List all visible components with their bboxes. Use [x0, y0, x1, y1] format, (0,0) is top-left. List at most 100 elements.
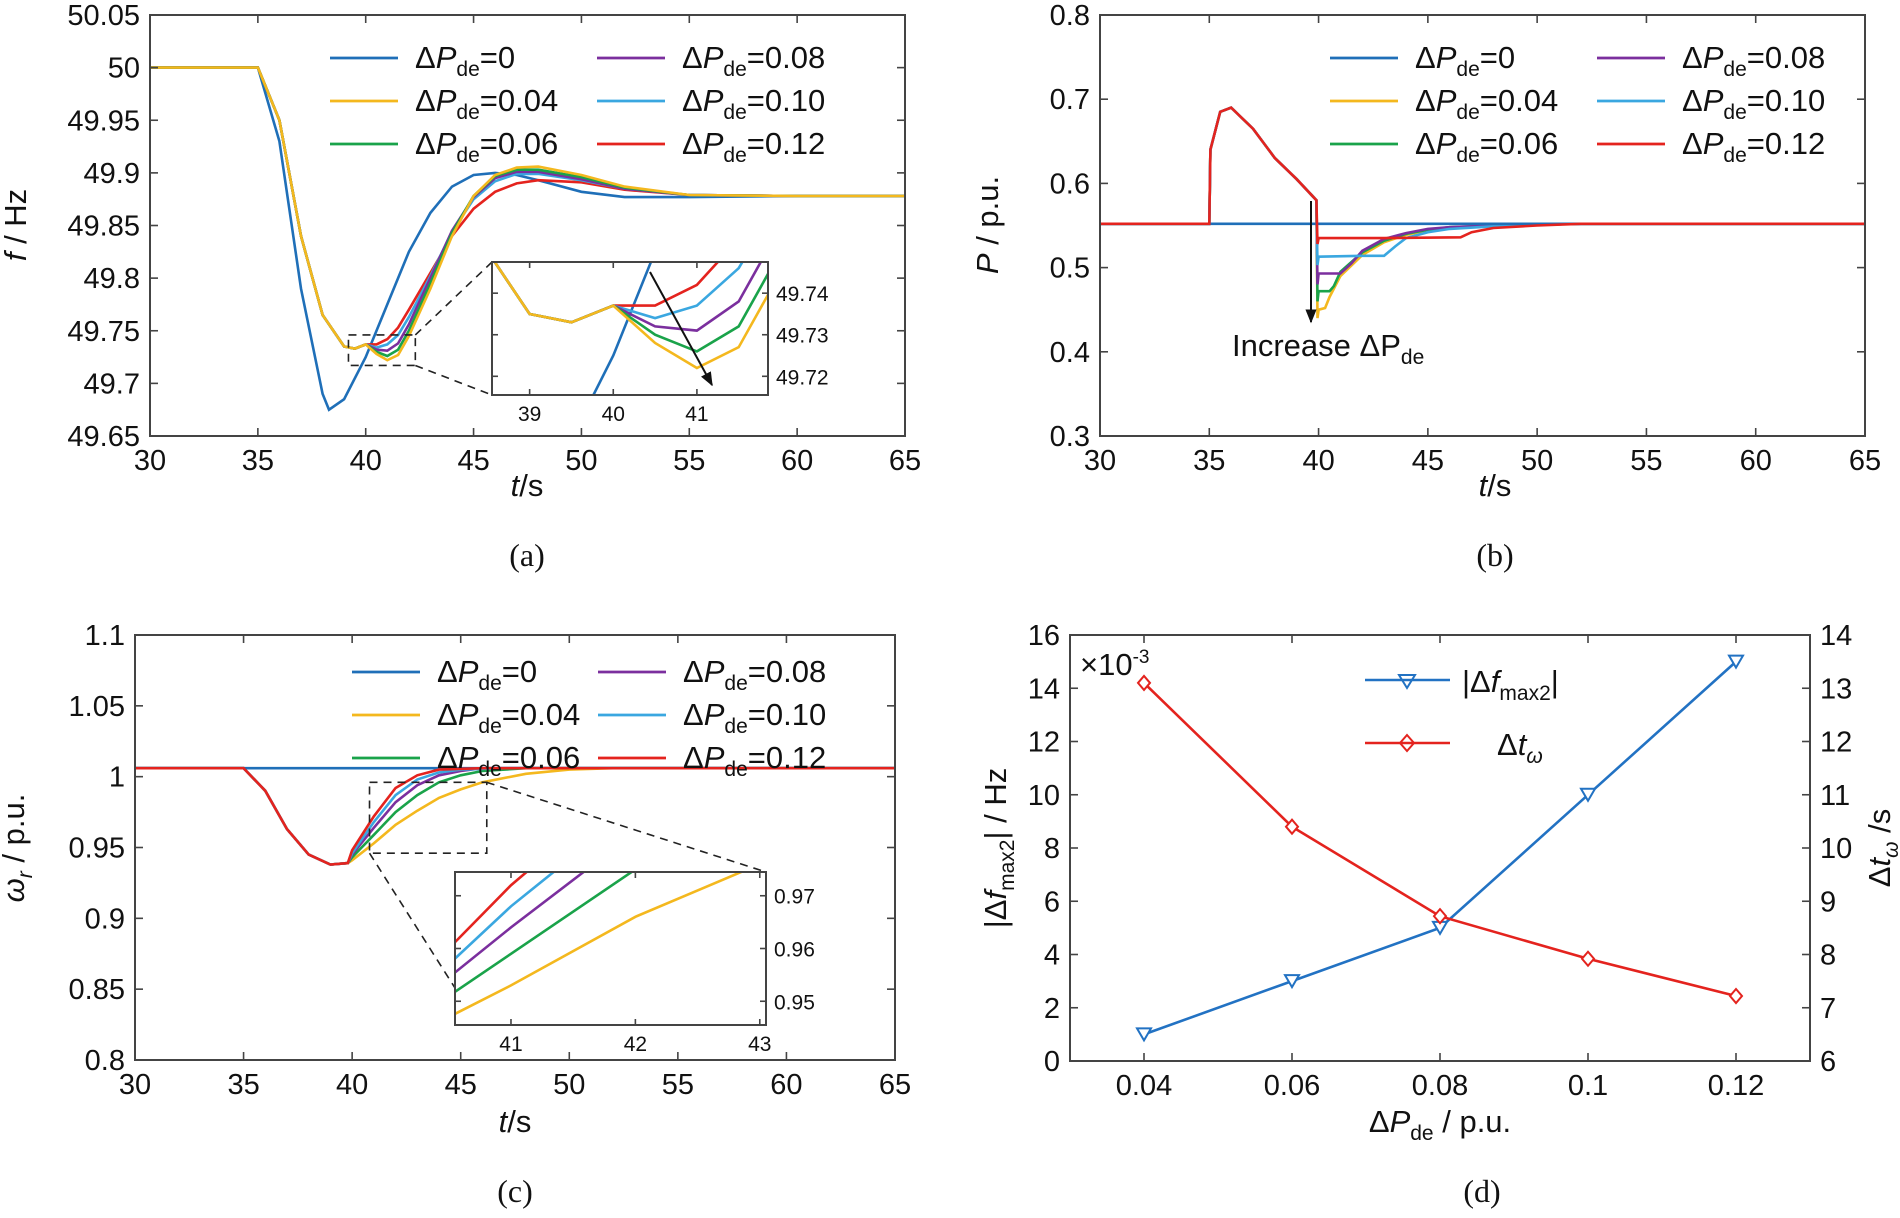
panel-c-inset-curves [455, 872, 745, 1016]
legend-label-4: ΔPde=0.10 [682, 83, 825, 124]
y-tick-label: 49.7 [84, 368, 140, 400]
panel-a: 30 35 40 45 50 55 60 65 49.65 49.7 49.75 49.8 49.85… [0, 0, 921, 573]
y-tick-label: 0.4 [1050, 337, 1090, 369]
panel-c-y-label: ωr / p.u. [0, 794, 37, 903]
y-tick-label: 14 [1028, 673, 1060, 705]
y-tick-label: 0 [1044, 1046, 1060, 1078]
x-tick-label: 45 [1412, 445, 1444, 477]
y-tick-label: 0.6 [1050, 168, 1090, 200]
y-tick-label: 49.85 [67, 211, 140, 243]
caption-b: (b) [1476, 537, 1513, 573]
x-tick-label: 39 [518, 403, 541, 426]
y-tick-label: 49.74 [776, 283, 829, 306]
x-tick-label: 55 [673, 445, 705, 477]
caption-a: (a) [509, 537, 545, 573]
panel-c-zoom-box [368, 781, 488, 854]
x-tick-label: 0.08 [1412, 1070, 1468, 1102]
x-tick-label: 60 [770, 1069, 802, 1101]
panel-b-curves [1100, 106, 1865, 319]
panel-a-inset-trend-arrow [649, 271, 713, 387]
legend-label-0: ΔPde=0 [1415, 40, 1515, 81]
caption-d: (d) [1463, 1173, 1500, 1209]
panel-b-annotation: Increase ΔPde [1232, 328, 1424, 369]
legend-label-0: ΔPde=0 [415, 40, 515, 81]
y-tick-label: 0.96 [774, 939, 815, 962]
y-tick-label: 1.05 [69, 691, 125, 723]
y-tick-label: 1 [109, 762, 125, 794]
y-tick-label: 4 [1044, 940, 1060, 972]
marker-dfmax2 [1135, 1027, 1153, 1043]
series-line-0 [150, 66, 905, 412]
marker-dtw [1432, 907, 1448, 925]
y2-tick-label: 9 [1820, 886, 1836, 918]
y2-tick-label: 14 [1820, 620, 1852, 652]
x-tick-label: 50 [1521, 445, 1553, 477]
legend-label-3: ΔPde=0.08 [683, 654, 826, 695]
y-tick-label: 49.65 [67, 421, 140, 453]
x-tick-label: 0.06 [1264, 1070, 1320, 1102]
panel-c-inset-bg [455, 872, 766, 1025]
y-tick-label: 49.9 [84, 158, 140, 190]
x-tick-label: 55 [1630, 445, 1662, 477]
legend-marker-triangle [1397, 674, 1417, 690]
legend-label-5: ΔPde=0.12 [683, 740, 826, 781]
legend-label-1: ΔPde=0.04 [1415, 83, 1558, 124]
panel-c-x-ticks: 30 35 40 45 50 55 60 65 [119, 635, 911, 1101]
y-tick-label: 0.9 [85, 903, 125, 935]
x-tick-label: 42 [624, 1033, 647, 1056]
panel-c: 30 35 40 45 50 55 60 65 0.80.850.90.9511.051.1 … [0, 620, 911, 1209]
legend-label-2: ΔPde=0.06 [415, 126, 558, 167]
x-tick-label: 35 [242, 445, 274, 477]
marker-dtw [1728, 987, 1744, 1005]
y-tick-label: 0.95 [774, 991, 815, 1014]
x-tick-label: 65 [1849, 445, 1881, 477]
panel-d-y-label-left: |Δfmax2| / Hz [978, 768, 1019, 929]
x-tick-label: 0.04 [1116, 1070, 1172, 1102]
y-tick-label: 0.3 [1050, 421, 1090, 453]
x-tick-label: 60 [781, 445, 813, 477]
series-line-5 [455, 872, 529, 945]
legend-label-0: ΔPde=0 [437, 654, 537, 695]
panel-a-inset-ticks: 39 40 41 49.72 49.73 49.74 [492, 262, 829, 426]
panel-b-y-ticks: 0.3 0.4 0.5 0.6 0.7 0.8 [1050, 0, 1865, 453]
panel-a-x-ticks: 30 35 40 45 50 55 60 65 [134, 15, 921, 477]
panel-d-y-ticks-right: 6 7 8 9 10 11 12 13 14 [1802, 620, 1852, 1078]
panel-b-legend: ΔPde=0ΔPde=0.04ΔPde=0.06ΔPde=0.08ΔPde=0.… [1330, 40, 1825, 167]
legend-label-dfmax2: |Δfmax2| [1462, 664, 1559, 705]
panel-c-y-ticks: 0.8 0.85 0.9 0.95 1 1.05 1.1 [69, 620, 895, 1077]
panel-d: 0.04 0.06 0.08 0.1 0.12 0 2 4 6 8 10 12 14 16 6 7 8 9 10… [978, 620, 1900, 1209]
panel-c-legend: ΔPde=0ΔPde=0.04ΔPde=0.06ΔPde=0.08ΔPde=0.… [352, 654, 826, 781]
panel-a-zoom-connector [415, 364, 493, 396]
panel-d-curves [1135, 654, 1745, 1043]
panel-d-y-label-right: Δtω /s [1862, 809, 1900, 887]
x-tick-label: 30 [134, 445, 166, 477]
panel-c-zoom-connector [368, 852, 456, 989]
marker-dtw [1580, 950, 1596, 968]
series-line-5 [493, 262, 720, 324]
series-line-4 [135, 766, 895, 866]
y-tick-label: 12 [1028, 727, 1060, 759]
x-tick-label: 41 [499, 1033, 522, 1056]
panel-b-frame [1099, 14, 1866, 437]
panel-d-legend: |Δfmax2| Δtω [1365, 664, 1559, 768]
series-line-3 [455, 872, 586, 975]
y-tick-label: 6 [1044, 886, 1060, 918]
y-tick-label: 0.85 [69, 974, 125, 1006]
x-tick-label: 40 [336, 1069, 368, 1101]
panel-a-inset-curves [493, 262, 768, 395]
x-tick-label: 45 [445, 1069, 477, 1101]
x-tick-label: 65 [879, 1069, 911, 1101]
marker-dtw [1284, 818, 1300, 836]
series-line-1 [135, 766, 895, 866]
x-tick-label: 0.1 [1568, 1070, 1608, 1102]
panel-c-zoom-connector [486, 781, 767, 873]
y2-tick-label: 11 [1820, 780, 1850, 812]
y-tick-label: 16 [1028, 620, 1060, 652]
marker-dfmax2 [1727, 654, 1745, 670]
y2-tick-label: 8 [1820, 940, 1836, 972]
series-line-2 [135, 766, 895, 866]
y2-tick-label: 13 [1820, 673, 1852, 705]
x-tick-label: 30 [119, 1069, 151, 1101]
legend-label-2: ΔPde=0.06 [1415, 126, 1558, 167]
